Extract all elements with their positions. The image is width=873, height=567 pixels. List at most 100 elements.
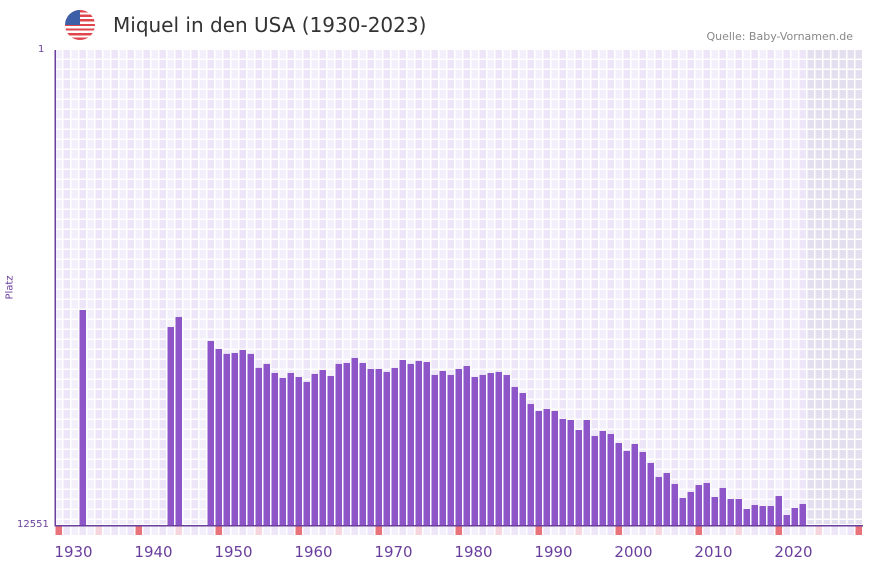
grid-cell: [455, 150, 462, 159]
grid-cell: [151, 340, 158, 349]
grid-cell: [71, 200, 78, 209]
grid-cell: [119, 180, 126, 189]
grid-cell: [423, 50, 430, 59]
grid-cell: [591, 260, 598, 269]
grid-cell: [431, 50, 438, 59]
grid-cell: [87, 430, 94, 439]
grid-cell: [231, 340, 238, 349]
grid-cell: [415, 80, 422, 89]
grid-cell: [543, 160, 550, 169]
grid-cell: [639, 70, 646, 79]
grid-cell: [703, 350, 710, 359]
grid-cell: [703, 180, 710, 189]
grid-cell: [783, 270, 790, 279]
grid-cell: [191, 220, 198, 229]
grid-cell: [151, 400, 158, 409]
grid-cell: [711, 280, 718, 289]
year-marker: [303, 526, 310, 535]
grid-cell: [535, 240, 542, 249]
grid-cell: [327, 190, 334, 199]
grid-cell: [591, 410, 598, 419]
grid-cell: [375, 90, 382, 99]
grid-cell: [199, 470, 206, 479]
grid-cell: [511, 330, 518, 339]
grid-cell: [519, 260, 526, 269]
grid-cell: [319, 220, 326, 229]
grid-cell: [543, 360, 550, 369]
grid-cell: [831, 280, 838, 289]
x-tick-1970: 1970: [374, 543, 413, 561]
grid-cell: [55, 280, 62, 289]
grid-cell: [735, 440, 742, 449]
grid-cell: [663, 420, 670, 429]
grid-cell: [255, 170, 262, 179]
grid-cell: [423, 340, 430, 349]
grid-cell: [271, 80, 278, 89]
grid-cell: [63, 210, 70, 219]
grid-cell: [191, 380, 198, 389]
grid-cell: [575, 160, 582, 169]
grid-cell: [607, 360, 614, 369]
grid-cell: [647, 110, 654, 119]
grid-cell: [119, 100, 126, 109]
grid-cell: [567, 130, 574, 139]
grid-cell: [823, 240, 830, 249]
grid-cell: [695, 200, 702, 209]
grid-cell: [815, 120, 822, 129]
grid-cell: [775, 380, 782, 389]
grid-cell: [255, 60, 262, 69]
grid-cell: [439, 90, 446, 99]
grid-cell: [487, 60, 494, 69]
grid-cell: [567, 180, 574, 189]
grid-cell: [799, 200, 806, 209]
grid-cell: [599, 200, 606, 209]
grid-cell: [751, 470, 758, 479]
grid-cell: [767, 390, 774, 399]
grid-cell: [359, 200, 366, 209]
grid-cell: [551, 250, 558, 259]
grid-cell: [855, 90, 862, 99]
grid-cell: [767, 370, 774, 379]
grid-cell: [583, 240, 590, 249]
grid-cell: [727, 90, 734, 99]
grid-cell: [615, 150, 622, 159]
grid-cell: [791, 420, 798, 429]
grid-cell: [295, 310, 302, 319]
grid-cell: [607, 50, 614, 59]
grid-cell: [695, 370, 702, 379]
grid-cell: [607, 410, 614, 419]
grid-cell: [143, 340, 150, 349]
grid-cell: [759, 220, 766, 229]
grid-cell: [111, 410, 118, 419]
grid-cell: [591, 370, 598, 379]
grid-cell: [575, 360, 582, 369]
grid-cell: [375, 150, 382, 159]
grid-cell: [287, 350, 294, 359]
year-marker: [399, 526, 406, 535]
grid-cell: [471, 140, 478, 149]
grid-cell: [423, 140, 430, 149]
grid-cell: [287, 220, 294, 229]
grid-cell: [647, 450, 654, 459]
grid-cell: [303, 260, 310, 269]
grid-cell: [519, 100, 526, 109]
grid-cell: [63, 270, 70, 279]
grid-cell: [671, 450, 678, 459]
grid-cell: [855, 50, 862, 59]
grid-cell: [263, 350, 270, 359]
grid-cell: [151, 410, 158, 419]
grid-cell: [807, 180, 814, 189]
grid-cell: [639, 420, 646, 429]
year-marker: [311, 526, 318, 535]
grid-cell: [815, 250, 822, 259]
grid-cell: [287, 160, 294, 169]
grid-cell: [535, 160, 542, 169]
grid-cell: [527, 240, 534, 249]
grid-cell: [199, 230, 206, 239]
grid-cell: [543, 50, 550, 59]
grid-cell: [687, 480, 694, 489]
grid-cell: [703, 360, 710, 369]
grid-cell: [743, 490, 750, 499]
grid-cell: [759, 420, 766, 429]
grid-cell: [831, 180, 838, 189]
